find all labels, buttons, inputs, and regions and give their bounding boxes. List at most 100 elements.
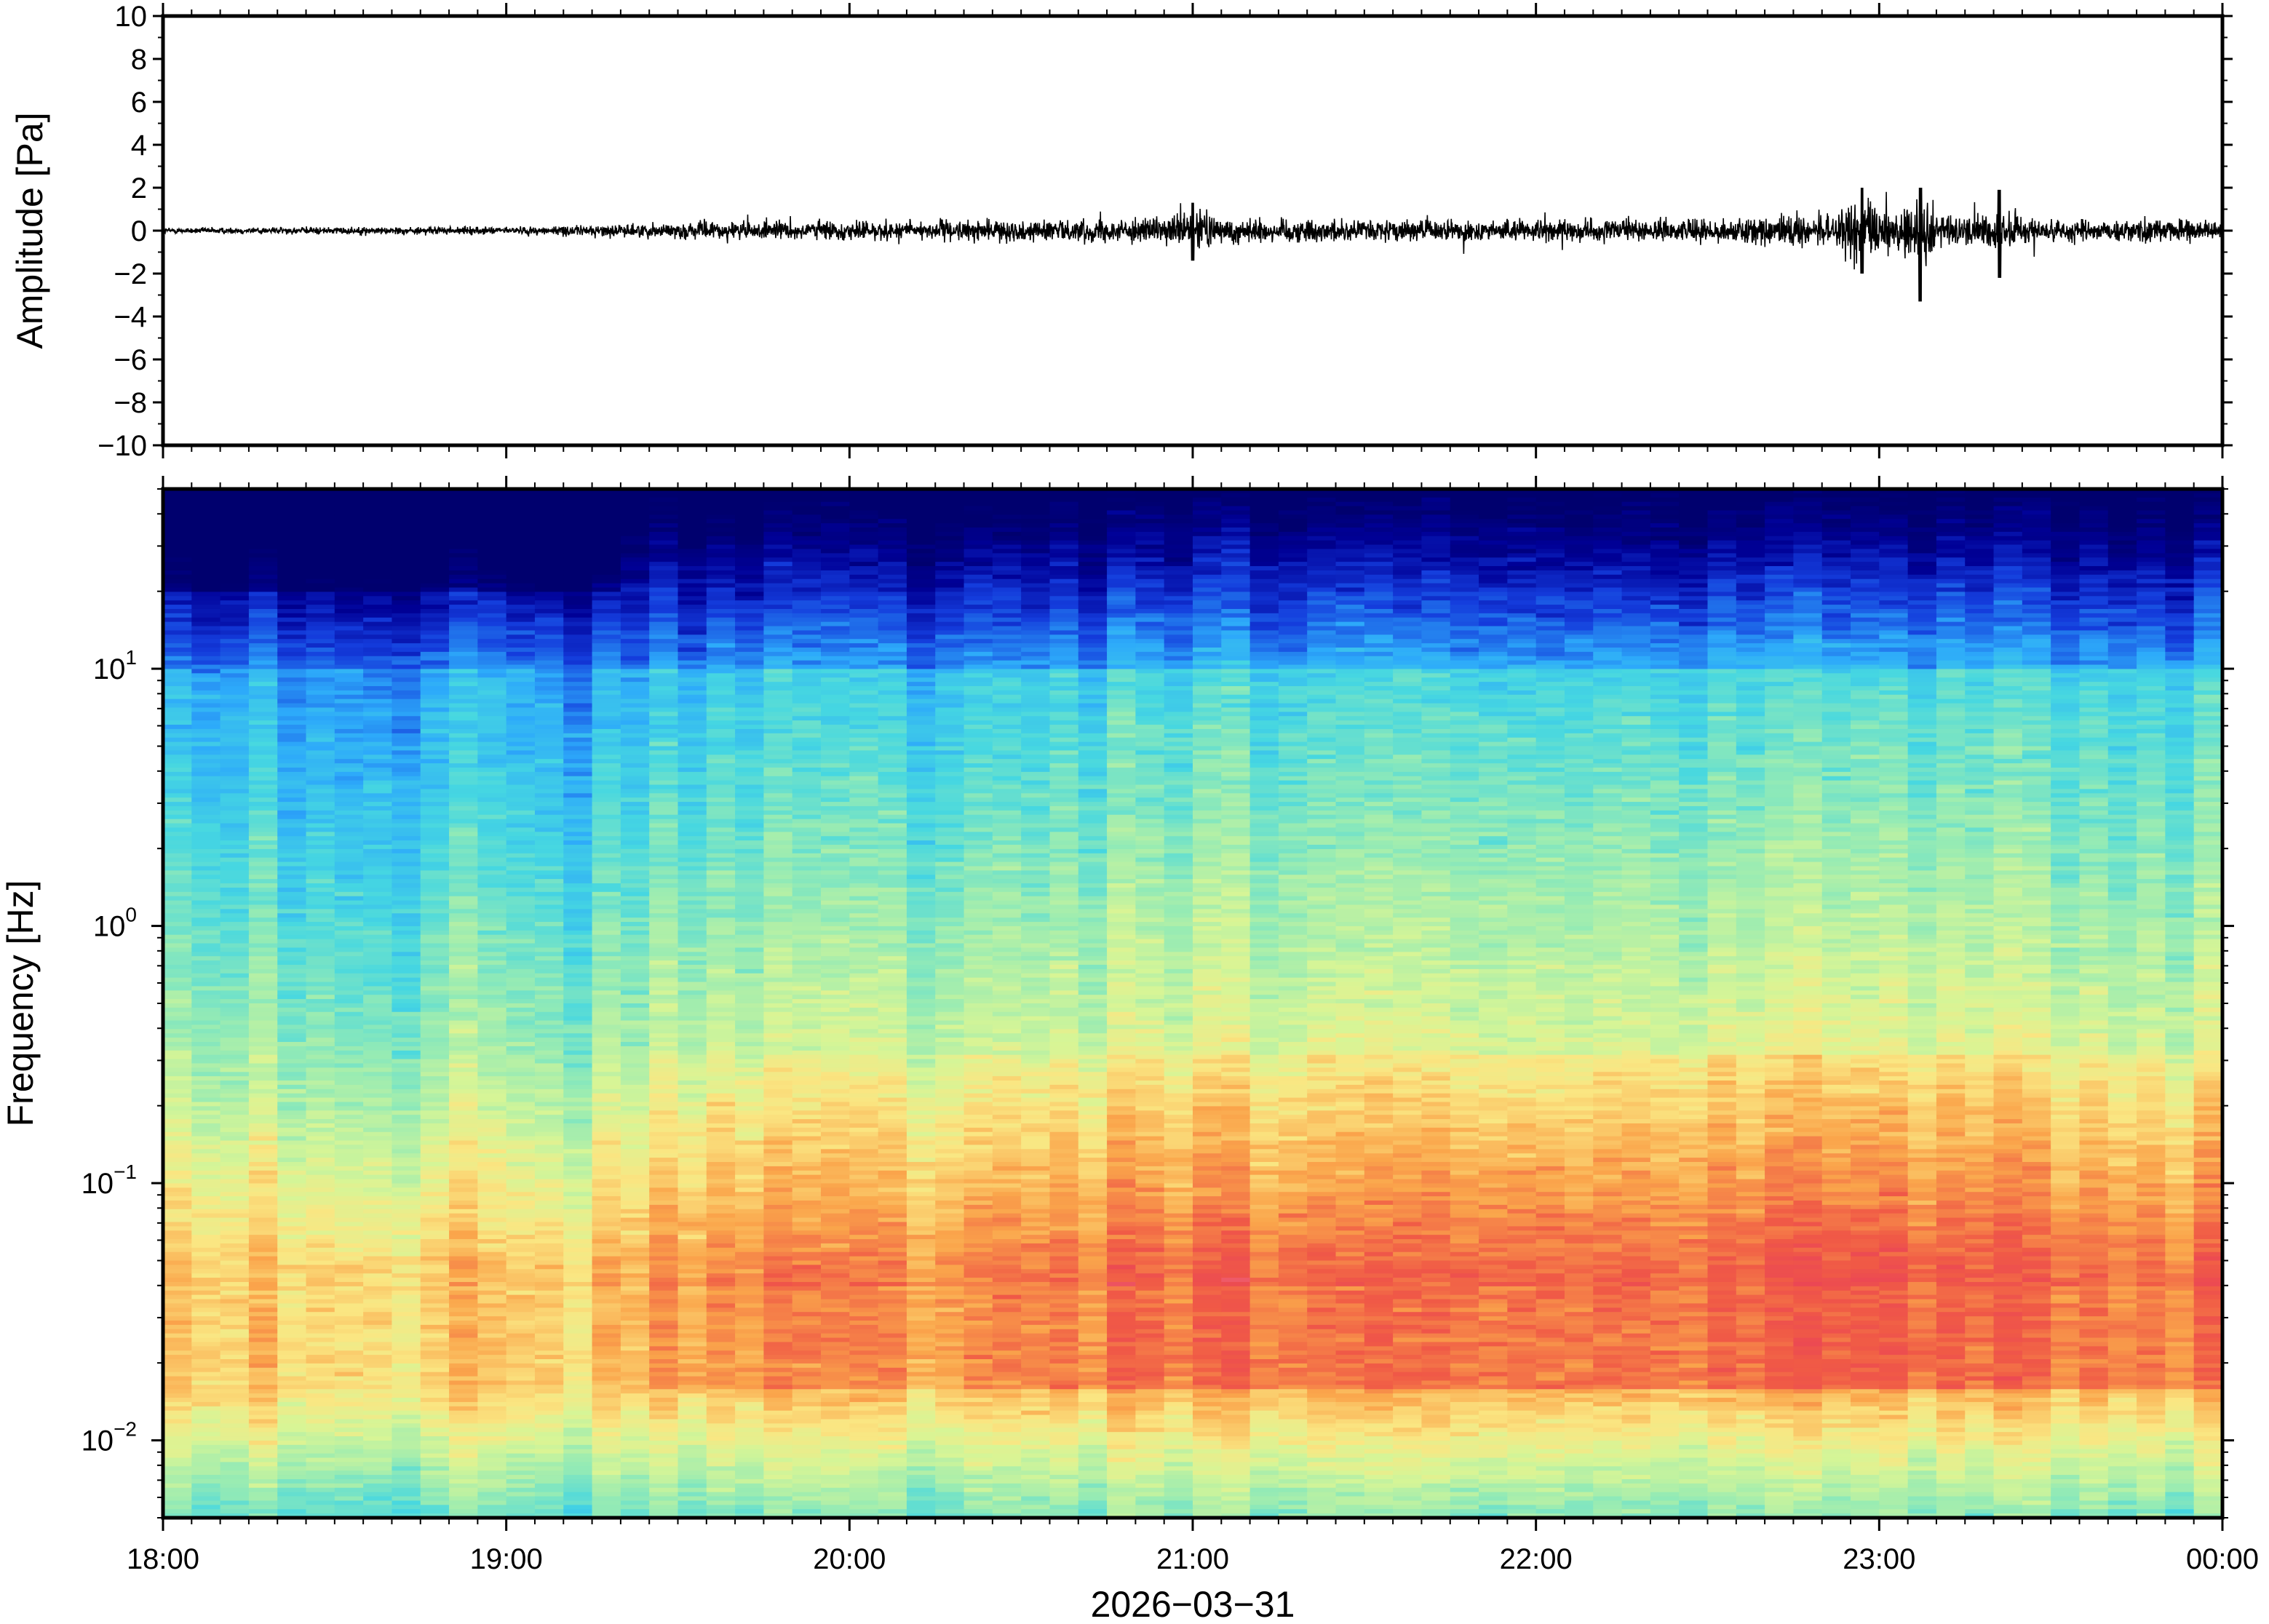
spectrogram-cell (506, 1457, 536, 1463)
spectrogram-cell (563, 651, 593, 657)
spectrogram-cell (477, 875, 507, 880)
spectrogram-cell (334, 1337, 364, 1343)
spectrogram-cell (534, 1235, 565, 1240)
spectrogram-cell (220, 814, 250, 820)
spectrogram-cell (392, 973, 421, 979)
spectrogram-cell (277, 1187, 307, 1193)
spectrogram-cell (392, 999, 421, 1004)
spectrogram-cell (677, 592, 707, 597)
spectrogram-cell (163, 1119, 193, 1124)
spectrogram-cell (191, 630, 221, 636)
spectrogram-cell (191, 489, 221, 494)
spectrogram-cell (563, 789, 593, 795)
spectrogram-cell (248, 1038, 279, 1043)
spectrogram-cell (420, 1513, 450, 1518)
spectrogram-cell (363, 977, 393, 983)
spectrogram-cell (506, 789, 536, 795)
spectrogram-cell (363, 832, 393, 837)
spectrogram-cell (592, 1299, 621, 1305)
spectrogram-cell (677, 1440, 707, 1446)
spectrogram-cell (706, 626, 736, 632)
spectrogram-cell (220, 737, 250, 743)
spectrogram-cell (277, 647, 307, 653)
spectrogram-cell (363, 887, 393, 893)
spectrogram-cell (277, 1038, 307, 1043)
spectrogram-cell (420, 634, 450, 640)
spectrogram-cell (363, 845, 393, 850)
spectrogram-cell (677, 1376, 707, 1382)
spectrogram-cell (420, 887, 450, 893)
spectrogram-cell (592, 1243, 621, 1249)
spectrogram-cell (506, 728, 536, 734)
spectrogram-cell (592, 861, 621, 867)
spectrogram-cell (649, 883, 679, 888)
spectrogram-cell (477, 1281, 507, 1287)
spectrogram-cell (620, 514, 650, 520)
spectrogram-cell (248, 1505, 279, 1510)
spectrogram-cell (620, 1076, 650, 1081)
spectrogram-cell (363, 578, 393, 584)
spectrogram-cell (220, 789, 250, 795)
spectrogram-cell (620, 1436, 650, 1441)
spectrogram-cell (277, 506, 307, 512)
spectrogram-cell (306, 1281, 335, 1287)
spectrogram-cell (306, 797, 335, 803)
spectrogram-cell (592, 1303, 621, 1309)
spectrogram-cell (220, 1337, 250, 1343)
spectrogram-cell (649, 1457, 679, 1463)
spectrogram-cell (677, 617, 707, 623)
spectrogram-cell (420, 1432, 450, 1437)
spectrogram-cell (306, 866, 335, 872)
spectrogram-cell (506, 707, 536, 713)
spectrogram-cell (477, 1161, 507, 1167)
spectrogram-cell (592, 1192, 621, 1197)
spectrogram-cell (706, 728, 736, 734)
spectrogram-cell (677, 827, 707, 833)
spectrogram-cell (220, 1093, 250, 1099)
spectrogram-cell (363, 1436, 393, 1441)
spectrogram-cell (363, 1024, 393, 1030)
spectrogram-cell (392, 1509, 421, 1514)
spectrogram-cell (706, 1359, 736, 1364)
spectrogram-cell (706, 823, 736, 829)
spectrogram-cell (563, 1131, 593, 1137)
spectrogram-cell (191, 1320, 221, 1326)
spectrogram-cell (277, 630, 307, 636)
spectrogram-cell (563, 1483, 593, 1489)
spectrogram-cell (649, 1475, 679, 1480)
spectrogram-cell (420, 990, 450, 996)
spectrogram-cell (248, 814, 279, 820)
spectrogram-cell (363, 1050, 393, 1056)
spectrogram-cell (306, 805, 335, 811)
spectrogram-cell (563, 1110, 593, 1115)
spectrogram-cell (677, 737, 707, 743)
spectrogram-cell (506, 1346, 536, 1352)
spectrogram-cell (191, 1067, 221, 1073)
spectrogram-cell (220, 1419, 250, 1425)
spectrogram-cell (392, 725, 421, 730)
spectrogram-cell (420, 805, 450, 811)
spectrogram-cell (677, 489, 707, 494)
spectrogram-cell (277, 1239, 307, 1244)
spectrogram-cell (220, 805, 250, 811)
spectrogram-cell (363, 583, 393, 589)
spectrogram-cell (191, 776, 221, 781)
spectrogram-cell (706, 733, 736, 739)
spectrogram-cell (449, 1303, 479, 1309)
spectrogram-cell (506, 1247, 536, 1253)
spectrogram-cell (248, 1024, 279, 1030)
spectrogram-cell (592, 1170, 621, 1176)
spectrogram-cell (506, 1179, 536, 1185)
spectrogram-cell (592, 1016, 621, 1022)
spectrogram-cell (477, 1067, 507, 1073)
spectrogram-cell (592, 1076, 621, 1081)
spectrogram-cell (677, 1196, 707, 1201)
spectrogram-cell (677, 1500, 707, 1506)
spectrogram-cell (248, 613, 279, 618)
spectrogram-cell (191, 771, 221, 777)
spectrogram-cell (191, 1247, 221, 1253)
spectrogram-cell (277, 853, 307, 859)
spectrogram-cell (363, 1398, 393, 1403)
spectrogram-cell (620, 1251, 650, 1257)
spectrogram-cell (563, 1093, 593, 1099)
